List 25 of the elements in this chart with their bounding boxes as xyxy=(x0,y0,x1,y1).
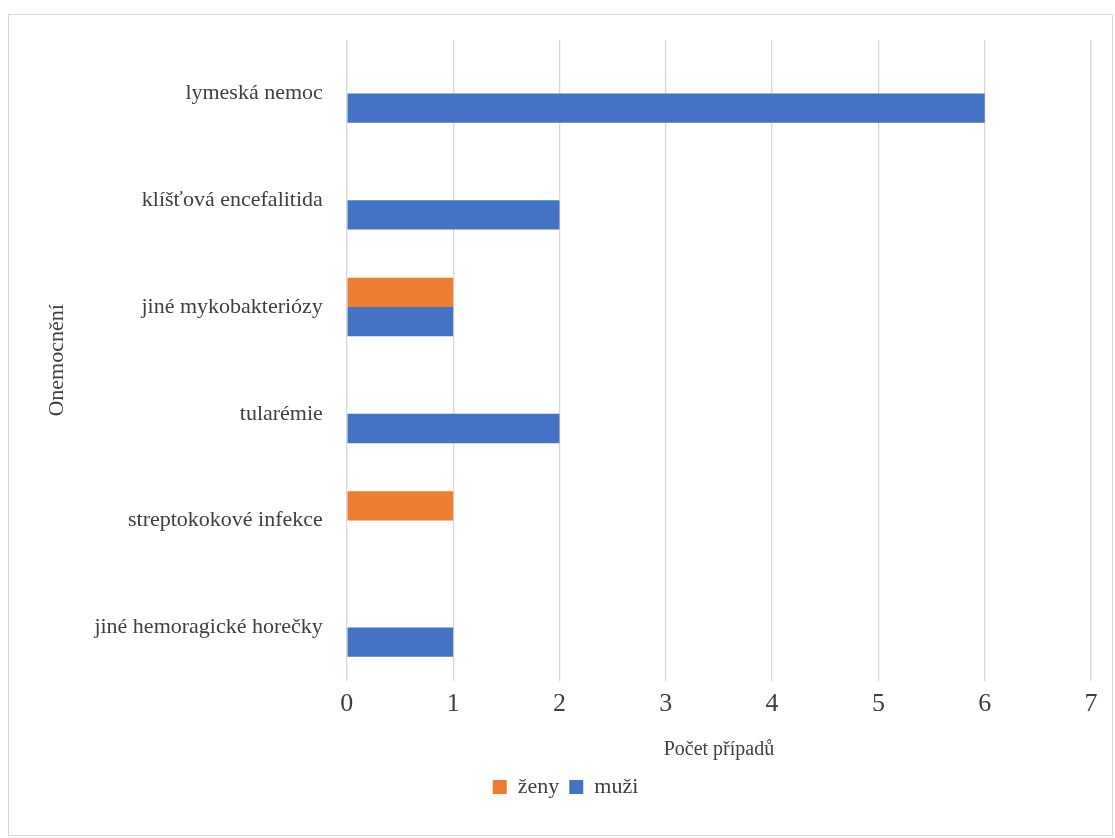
x-tick-label: 0 xyxy=(340,688,354,718)
x-axis-title: Počet případů xyxy=(663,737,775,761)
y-tick-label: jiné hemoragické horečky xyxy=(93,613,323,639)
bar xyxy=(347,491,454,521)
x-tick-label: 5 xyxy=(871,688,885,718)
x-tick-label: 2 xyxy=(552,688,566,718)
y-axis-title: Onemocnění xyxy=(42,304,68,417)
y-tick-label: tularémie xyxy=(239,399,323,425)
y-tick-label: lymeská nemoc xyxy=(185,79,324,105)
x-tick-label: 6 xyxy=(978,688,992,718)
legend-label: ženy xyxy=(517,772,560,798)
bar xyxy=(347,307,454,337)
y-tick-label: jiné mykobakteriózy xyxy=(140,292,323,318)
x-tick-label: 7 xyxy=(1084,688,1098,718)
x-tick-label: 3 xyxy=(659,688,673,718)
bar xyxy=(347,413,560,444)
bar xyxy=(347,277,454,307)
bar xyxy=(347,200,560,230)
y-tick-label: streptokokové infekce xyxy=(127,506,323,532)
x-tick-label: 1 xyxy=(446,688,460,718)
x-tick-label: 4 xyxy=(765,688,779,718)
legend-label: muži xyxy=(594,772,639,798)
y-tick-label: klíšťová encefalitida xyxy=(141,185,324,211)
bar xyxy=(347,627,454,657)
bar xyxy=(347,93,985,123)
